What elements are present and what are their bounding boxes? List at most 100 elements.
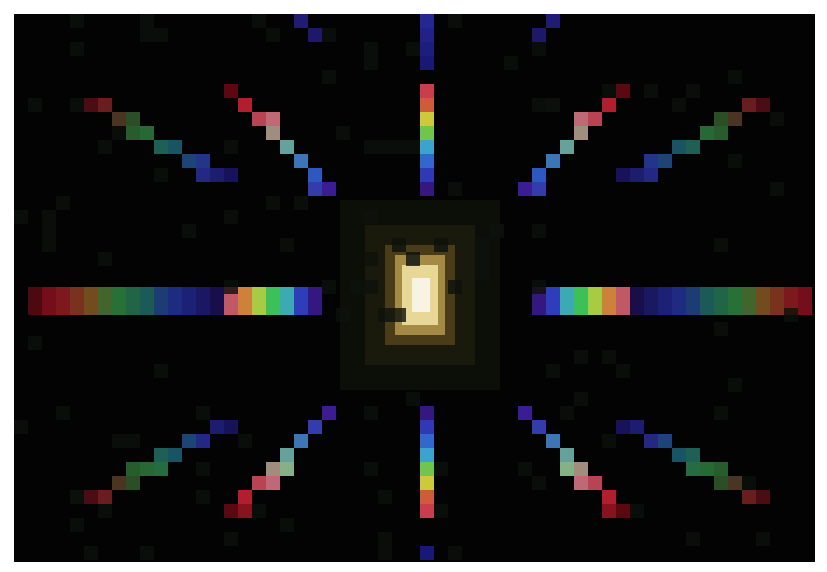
pixel-block xyxy=(112,126,126,140)
pixel-block xyxy=(420,84,434,98)
pixel-block xyxy=(126,126,140,140)
pixel-block xyxy=(224,280,238,294)
pixel-block xyxy=(238,98,252,112)
pixel-block xyxy=(420,448,434,462)
pixel-block xyxy=(602,98,616,112)
pixel-block xyxy=(574,126,588,140)
pixel-block xyxy=(266,287,280,315)
pixel-block xyxy=(714,238,728,252)
pixel-block xyxy=(714,322,728,336)
pixel-block xyxy=(112,112,126,126)
pixel-block xyxy=(280,462,294,476)
pixel-block xyxy=(140,462,154,476)
pixel-block xyxy=(294,14,308,28)
pixel-block xyxy=(266,476,280,490)
pixel-block xyxy=(686,448,700,462)
pixel-block xyxy=(406,252,420,266)
pixel-block xyxy=(420,182,434,196)
pixel-block xyxy=(588,476,602,490)
pixel-block xyxy=(686,84,700,98)
pixel-block xyxy=(602,84,616,98)
pixel-block xyxy=(602,287,616,315)
pixel-block xyxy=(504,56,518,70)
pixel-block xyxy=(420,140,434,154)
pixel-block xyxy=(308,182,322,196)
pixel-block xyxy=(182,224,196,238)
pixel-block xyxy=(322,182,336,196)
pixel-block xyxy=(266,462,280,476)
pixel-block xyxy=(252,14,266,28)
pixel-block xyxy=(196,434,210,448)
pixel-block xyxy=(714,287,728,315)
pixel-block xyxy=(182,154,196,168)
pixel-block xyxy=(602,350,616,364)
pixel-block xyxy=(728,70,742,84)
pixel-block xyxy=(616,168,630,182)
pixel-block xyxy=(560,406,574,420)
pixel-block xyxy=(154,140,168,154)
pixel-block xyxy=(672,287,686,315)
pixel-block xyxy=(518,406,532,420)
pixel-block xyxy=(602,504,616,518)
pixel-block xyxy=(420,98,434,112)
pixel-block xyxy=(616,84,630,98)
pixel-block xyxy=(476,238,490,252)
pixel-block xyxy=(420,168,434,182)
pixel-block xyxy=(14,210,28,224)
pixel-block xyxy=(616,364,630,378)
pixel-block xyxy=(336,308,350,322)
pixel-block xyxy=(280,140,294,154)
pixel-block xyxy=(364,140,378,154)
pixel-block xyxy=(294,154,308,168)
pixel-block xyxy=(518,462,532,476)
pixel-block xyxy=(756,287,770,315)
pixel-block xyxy=(616,504,630,518)
pixel-block xyxy=(532,168,546,182)
pixel-block xyxy=(252,112,266,126)
pixel-block xyxy=(84,287,98,315)
pixel-block xyxy=(252,476,266,490)
pixel-block xyxy=(434,504,448,518)
pixel-block xyxy=(84,546,98,560)
pixel-block xyxy=(616,287,630,315)
pixel-block xyxy=(266,126,280,140)
pixel-block xyxy=(406,392,420,406)
pixel-block xyxy=(490,224,504,238)
pixel-block xyxy=(448,182,462,196)
pixel-block xyxy=(672,448,686,462)
pixel-block xyxy=(770,182,784,196)
pixel-block xyxy=(420,504,434,518)
pixel-block xyxy=(252,287,266,315)
pixel-block xyxy=(224,504,238,518)
pixel-block xyxy=(168,448,182,462)
pixel-block xyxy=(630,168,644,182)
pixel-block xyxy=(196,168,210,182)
pixel-block xyxy=(84,98,98,112)
pixel-block xyxy=(742,287,756,315)
pixel-block xyxy=(42,224,56,238)
pixel-block xyxy=(546,154,560,168)
pixel-block xyxy=(98,490,112,504)
pixel-block xyxy=(714,462,728,476)
pixel-block xyxy=(644,168,658,182)
pixel-block xyxy=(364,406,378,420)
pixel-block xyxy=(448,546,462,560)
pixel-block xyxy=(728,112,742,126)
pixel-block xyxy=(770,287,784,315)
pixel-block xyxy=(70,14,84,28)
pixel-block xyxy=(112,434,126,448)
pixel-block xyxy=(714,126,728,140)
pixel-block xyxy=(238,490,252,504)
pixel-block xyxy=(420,28,434,42)
pixel-block xyxy=(532,98,546,112)
pixel-block xyxy=(784,308,798,322)
pixel-block xyxy=(420,476,434,490)
pixel-block xyxy=(406,42,420,56)
pixel-block xyxy=(238,434,252,448)
pixel-block xyxy=(126,287,140,315)
pixel-block xyxy=(308,168,322,182)
pixel-block xyxy=(294,196,308,210)
pixel-block xyxy=(168,140,182,154)
pixel-block xyxy=(448,14,462,28)
pixel-block xyxy=(728,476,742,490)
